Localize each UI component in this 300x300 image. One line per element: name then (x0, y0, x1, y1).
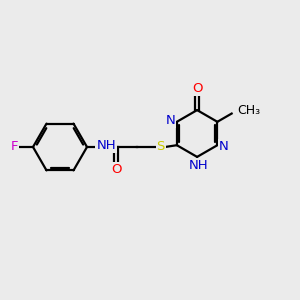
Text: N: N (165, 114, 175, 127)
Text: NH: NH (96, 139, 116, 152)
Text: N: N (219, 140, 229, 153)
Text: CH₃: CH₃ (238, 104, 261, 117)
Text: O: O (192, 82, 202, 95)
Text: NH: NH (189, 159, 208, 172)
Text: O: O (111, 163, 122, 176)
Text: S: S (157, 140, 165, 154)
Text: F: F (11, 140, 18, 154)
